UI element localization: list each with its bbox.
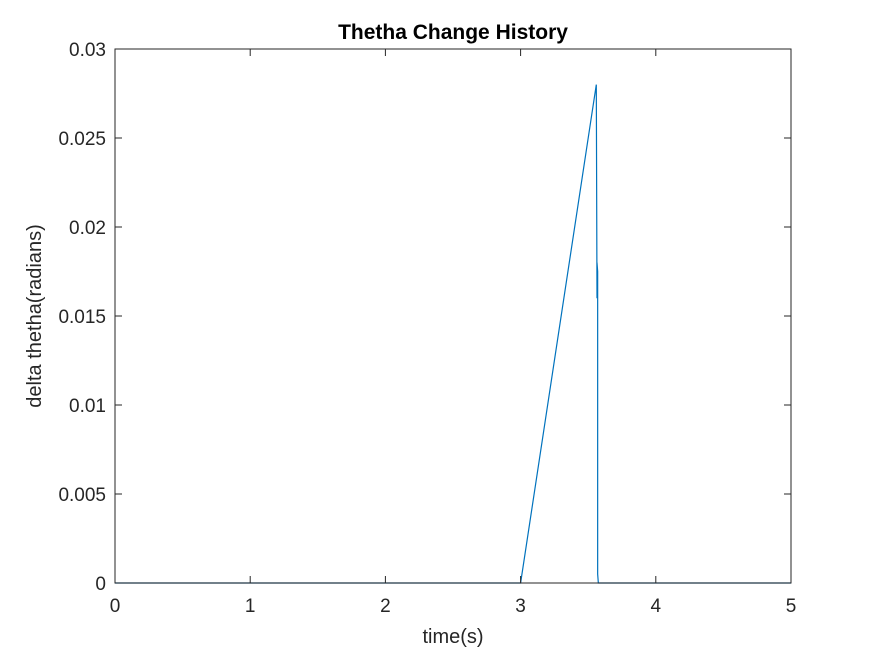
x-tick-label: 3 (515, 596, 526, 617)
tick-layer: 0 1 2 3 4 5 0 0.005 0.01 0.015 0.02 0.025 0.03 (58, 40, 796, 617)
chart-title: Thetha Change History (338, 21, 568, 44)
x-tick-label: 2 (380, 596, 391, 617)
x-tick-label: 4 (651, 596, 662, 617)
x-tick-label: 5 (786, 596, 797, 617)
y-tick-label: 0.025 (58, 129, 106, 150)
axes-box (114, 48, 792, 584)
y-tick-label: 0.02 (69, 218, 106, 239)
x-axis-label: time(s) (422, 626, 483, 648)
y-tick-label: 0.01 (69, 396, 106, 417)
y-tick-label: 0.015 (58, 307, 106, 328)
x-tick-label: 0 (110, 596, 121, 617)
y-tick-label: 0.005 (58, 485, 106, 506)
y-tick-label: 0.03 (69, 40, 106, 61)
x-tick-label: 1 (245, 596, 256, 617)
y-axis-label: delta thetha(radians) (24, 224, 46, 407)
y-tick-label: 0 (95, 574, 106, 595)
plot-area (115, 49, 791, 583)
